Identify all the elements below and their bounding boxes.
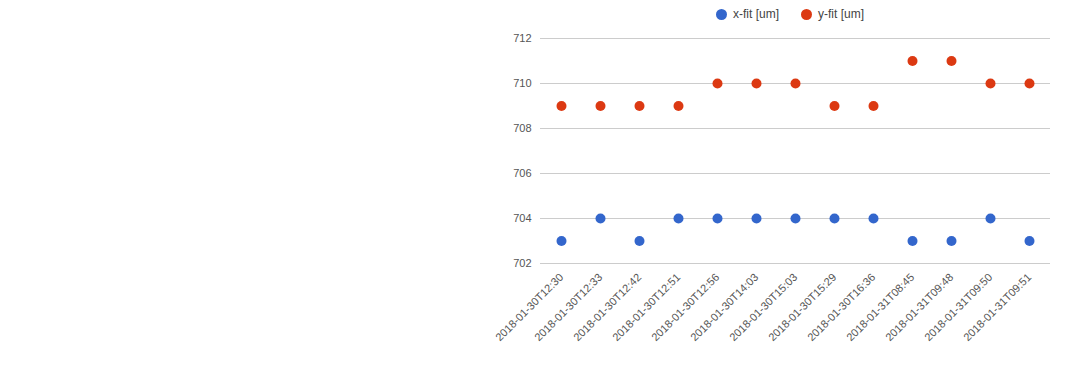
svg-text:702: 702 bbox=[513, 257, 531, 269]
svg-text:2018-01-31T09:48: 2018-01-31T09:48 bbox=[883, 271, 955, 343]
svg-text:2018-01-30T15:03: 2018-01-30T15:03 bbox=[727, 271, 799, 343]
svg-text:710: 710 bbox=[513, 77, 531, 89]
svg-text:2018-01-31T08:45: 2018-01-31T08:45 bbox=[844, 271, 916, 343]
svg-text:2018-01-30T12:56: 2018-01-30T12:56 bbox=[649, 271, 721, 343]
svg-text:2018-01-31T09:50: 2018-01-31T09:50 bbox=[922, 271, 994, 343]
html-text:y-fit [um]: y-fit [um] bbox=[818, 7, 864, 21]
svg-text:2018-01-30T16:36: 2018-01-30T16:36 bbox=[805, 271, 877, 343]
svg-text:712: 712 bbox=[513, 32, 531, 44]
svg-text:2018-01-30T14:03: 2018-01-30T14:03 bbox=[688, 271, 760, 343]
svg-text:2018-01-30T15:29: 2018-01-30T15:29 bbox=[766, 271, 838, 343]
svg-text:2018-01-30T12:51: 2018-01-30T12:51 bbox=[610, 271, 682, 343]
html-text:x-fit [um]: x-fit [um] bbox=[733, 7, 779, 21]
svg-text:2018-01-30T12:33: 2018-01-30T12:33 bbox=[532, 271, 604, 343]
svg-text:2018-01-31T09:51: 2018-01-31T09:51 bbox=[961, 271, 1033, 343]
svg-text:2018-01-30T12:30: 2018-01-30T12:30 bbox=[493, 271, 565, 343]
svg-text:706: 706 bbox=[513, 167, 531, 179]
svg-text:2018-01-30T12:42: 2018-01-30T12:42 bbox=[571, 271, 643, 343]
svg-text:704: 704 bbox=[513, 212, 531, 224]
svg-text:708: 708 bbox=[513, 122, 531, 134]
